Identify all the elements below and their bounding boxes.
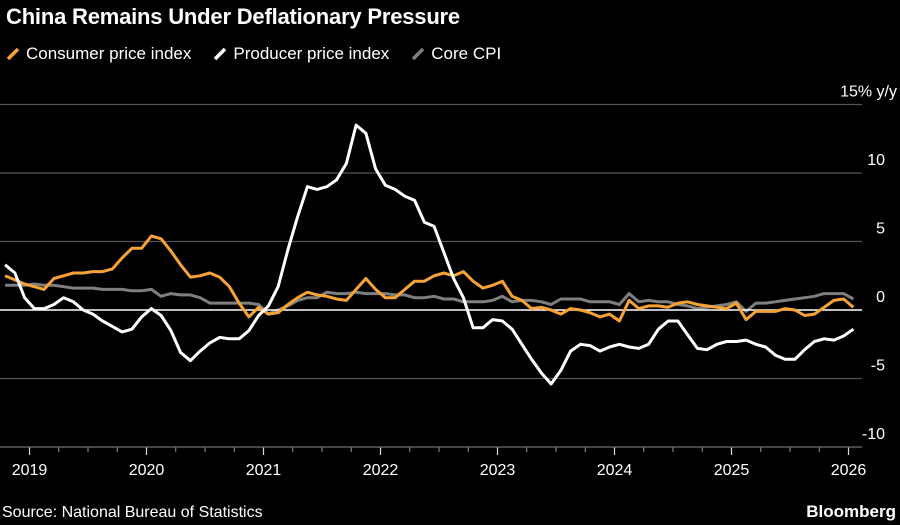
legend-item-cpi: Consumer price index: [6, 44, 191, 64]
legend-label: Core CPI: [431, 44, 502, 63]
y-tick-label: 15% y/y: [840, 84, 897, 101]
bloomberg-logo: Bloomberg: [806, 502, 896, 521]
y-tick-label: 5: [876, 221, 885, 238]
y-tick-label: -5: [871, 358, 885, 375]
y-tick-label: 0: [876, 289, 885, 306]
y-tick-label: 10: [867, 152, 885, 169]
x-tick-label: 2021: [246, 462, 282, 479]
x-tick-label: 2023: [480, 462, 516, 479]
legend-label: Producer price index: [233, 44, 390, 63]
legend: Consumer price index Producer price inde…: [6, 44, 501, 64]
x-tick-label: 2019: [12, 462, 48, 479]
legend-label: Consumer price index: [26, 44, 192, 63]
ppi-line: [4, 123, 855, 386]
x-tick-label: 2025: [714, 462, 750, 479]
source-note: Source: National Bureau of Statistics: [2, 504, 263, 521]
legend-item-core-cpi: Core CPI: [411, 44, 501, 64]
chart-title: China Remains Under Deflationary Pressur…: [6, 4, 460, 29]
x-tick-label: 2024: [597, 462, 633, 479]
x-tick-label: 2026: [831, 462, 867, 479]
x-tick-label: 2022: [363, 462, 399, 479]
y-tick-label: -10: [862, 426, 885, 443]
cpi-line: [4, 234, 855, 323]
legend-swatch-ppi: [214, 47, 227, 61]
legend-swatch-core-cpi: [412, 47, 425, 61]
x-tick-label: 2020: [129, 462, 165, 479]
legend-swatch-cpi: [6, 47, 20, 61]
legend-item-ppi: Producer price index: [213, 44, 389, 64]
